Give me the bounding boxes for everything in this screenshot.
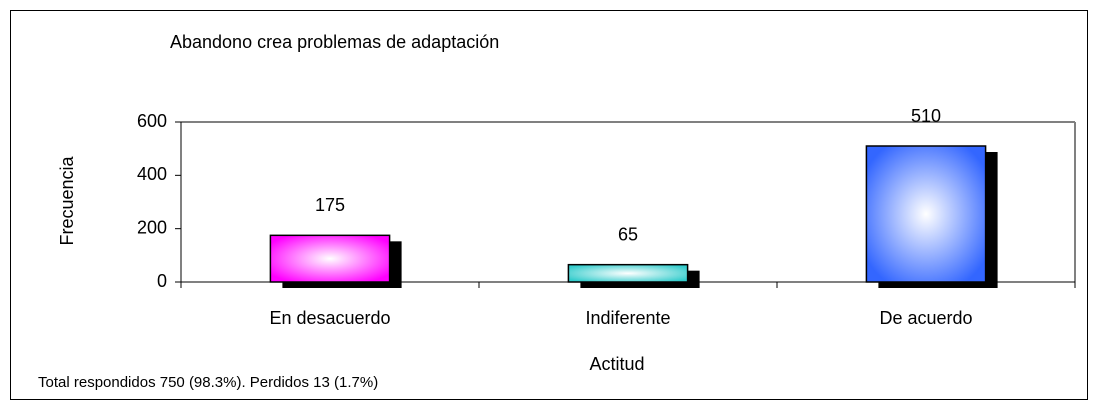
footnote: Total respondidos 750 (98.3%). Perdidos …: [38, 374, 378, 391]
x-tick-label: Indiferente: [585, 308, 670, 328]
bar: [865, 145, 987, 283]
value-label: 65: [618, 224, 638, 244]
value-label: 175: [315, 195, 345, 215]
chart-title: Abandono crea problemas de adaptación: [170, 32, 499, 52]
x-tick-label: De acuerdo: [879, 308, 972, 328]
y-tick-label: 400: [137, 164, 167, 184]
x-axis-label: Actitud: [589, 354, 644, 374]
bar: [567, 263, 689, 283]
value-label: 510: [911, 106, 941, 126]
y-tick-label: 200: [137, 217, 167, 237]
bar: [269, 234, 391, 283]
chart-border: [10, 10, 1088, 400]
x-tick-label: En desacuerdo: [269, 308, 390, 328]
y-tick-label: 600: [137, 111, 167, 131]
y-axis-label: Frecuencia: [57, 155, 77, 245]
y-tick-label: 0: [157, 271, 167, 291]
